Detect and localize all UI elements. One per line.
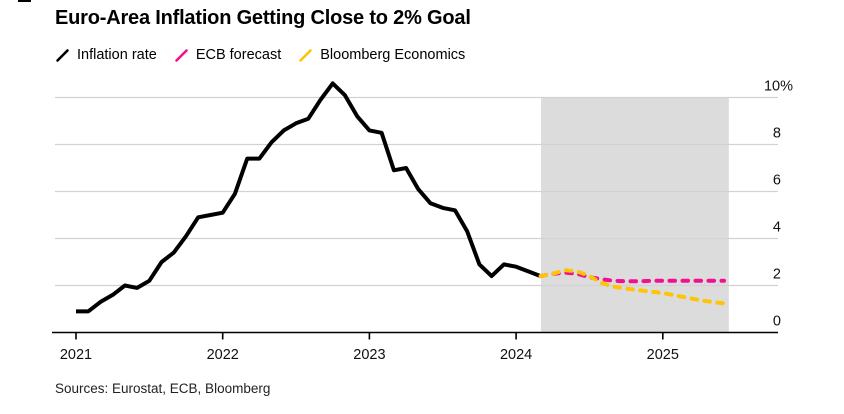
legend-label-bloomberg-economics: Bloomberg Economics	[320, 47, 466, 63]
ecb-forecast-line	[538, 270, 726, 284]
y-axis-label: 8	[773, 126, 781, 142]
inflation-rate-line	[76, 81, 542, 314]
x-axis-label: 2022	[207, 347, 239, 363]
inflation-rate-slash-icon	[56, 48, 69, 62]
bloomberg-economics-line	[538, 268, 726, 306]
y-axis-label: 4	[773, 220, 781, 236]
y-axis-label: 10%	[764, 79, 793, 95]
ecb-forecast-slash-icon	[175, 48, 188, 62]
chart-legend: Inflation rate ECB forecast Bloomberg Ec…	[55, 47, 465, 63]
top-left-accent-bar	[18, 0, 31, 2]
legend-label-ecb-forecast: ECB forecast	[195, 47, 282, 63]
y-axis-label: 2	[773, 267, 781, 283]
x-axis-label: 2025	[647, 347, 679, 363]
legend-item-inflation-rate: Inflation rate	[55, 47, 157, 63]
x-axis-label: 2023	[353, 347, 385, 363]
forecast-shading-region	[541, 97, 729, 333]
legend-item-bloomberg-economics: Bloomberg Economics	[298, 47, 465, 63]
legend-item-ecb-forecast: ECB forecast	[174, 47, 281, 63]
y-axis-label: 0	[773, 314, 781, 330]
x-axis-label: 2024	[500, 347, 532, 363]
sources-text: Sources: Eurostat, ECB, Bloomberg	[55, 381, 271, 396]
bloomberg-economics-slash-icon	[299, 48, 313, 62]
legend-label-inflation-rate: Inflation rate	[77, 47, 157, 63]
y-axis-label: 6	[773, 173, 781, 189]
x-axis-label: 2021	[60, 347, 92, 363]
chart-title: Euro-Area Inflation Getting Close to 2% …	[55, 7, 471, 29]
